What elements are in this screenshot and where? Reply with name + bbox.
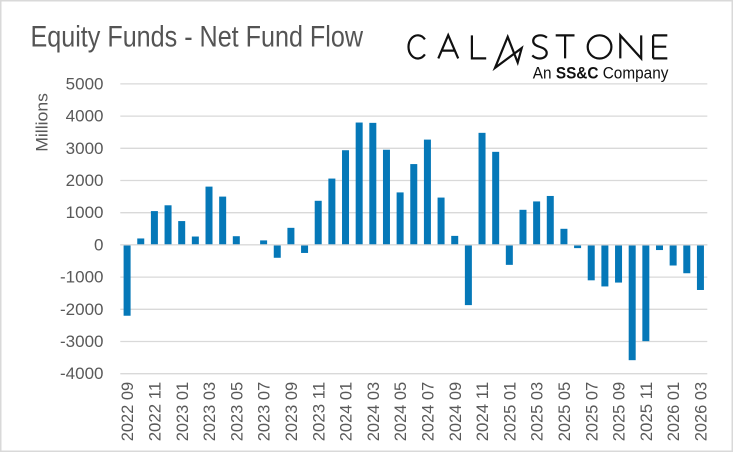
svg-text:2022 09: 2022 09 [119,382,137,442]
svg-text:2024 01: 2024 01 [338,382,356,442]
svg-text:2023 07: 2023 07 [256,382,274,442]
svg-text:-4000: -4000 [60,364,103,383]
svg-text:0: 0 [94,235,103,254]
svg-text:2024 11: 2024 11 [474,382,492,442]
svg-text:2026 01: 2026 01 [665,382,683,442]
svg-text:2026 03: 2026 03 [693,382,711,442]
svg-text:1000: 1000 [66,203,104,222]
svg-text:2024 05: 2024 05 [392,382,410,442]
svg-text:2025 07: 2025 07 [583,382,601,442]
svg-text:Equity Funds - Net Fund Flow: Equity Funds - Net Fund Flow [31,21,364,54]
svg-text:2024 09: 2024 09 [447,382,465,442]
svg-text:2024 07: 2024 07 [420,382,438,442]
svg-text:2025 01: 2025 01 [501,382,519,442]
svg-text:2024 03: 2024 03 [365,382,383,442]
svg-text:Millions: Millions [33,93,52,152]
svg-text:2025 03: 2025 03 [529,382,547,442]
svg-text:2023 05: 2023 05 [228,382,246,442]
svg-text:4000: 4000 [66,107,104,126]
svg-text:2022 11: 2022 11 [147,382,165,442]
svg-text:2025 11: 2025 11 [638,382,656,442]
svg-text:2023 03: 2023 03 [201,382,219,442]
svg-text:2023 01: 2023 01 [174,382,192,442]
svg-text:5000: 5000 [66,74,104,93]
svg-text:2025 05: 2025 05 [556,382,574,442]
svg-text:2023 09: 2023 09 [283,382,301,442]
svg-text:2025 09: 2025 09 [611,382,629,442]
svg-text:2000: 2000 [66,171,104,190]
svg-text:-3000: -3000 [60,332,103,351]
svg-text:2023 11: 2023 11 [310,382,328,442]
svg-text:3000: 3000 [66,139,104,158]
svg-text:An SS&C Company: An SS&C Company [533,65,669,83]
svg-text:-2000: -2000 [60,300,103,319]
svg-text:-1000: -1000 [60,268,103,287]
